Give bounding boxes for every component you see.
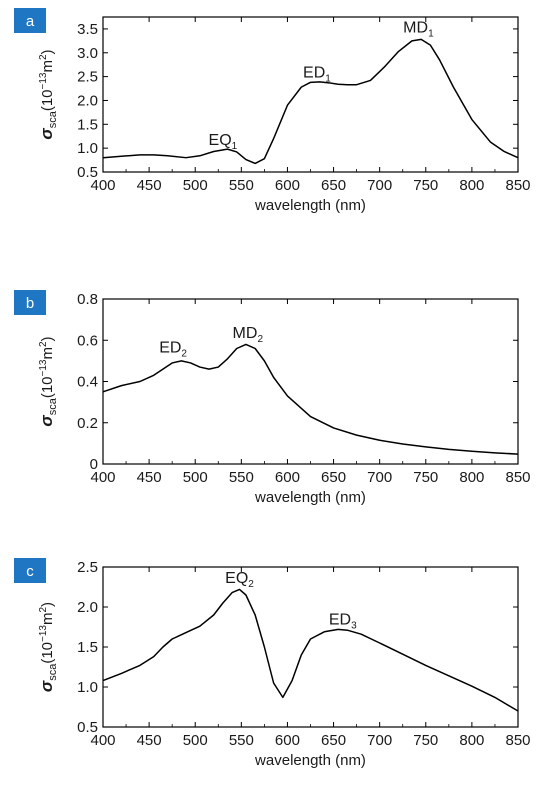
y-axis-label: σsca(10−13m2): [37, 602, 59, 692]
x-tick-label: 650: [321, 177, 346, 194]
series-line-0: [102, 343, 519, 455]
y-axis-label: σsca(10−13m2): [37, 49, 59, 139]
y-tick-label: 1.0: [77, 679, 98, 696]
chart-panel-b: b 400 450 500 550 600 650 700 750 800 850 0 0.2 0.4 0.…: [14, 290, 531, 506]
x-tick-label: 750: [413, 732, 438, 749]
y-tick-label: 0.8: [77, 291, 98, 308]
peak-annotation: MD2: [233, 325, 264, 345]
x-tick-label: 400: [90, 177, 115, 194]
peak-annotation: ED3: [329, 612, 357, 632]
x-tick-label: 450: [137, 177, 162, 194]
y-tick-label: 2.0: [77, 92, 98, 109]
x-tick-label: 800: [459, 469, 484, 486]
y-tick-label: 1.5: [77, 639, 98, 656]
peak-annotation: ED2: [159, 340, 187, 360]
x-tick-label: 550: [229, 732, 254, 749]
x-tick-label: 850: [505, 177, 530, 194]
y-tick-label: 1.5: [77, 116, 98, 133]
plot-frame: [102, 16, 519, 173]
plot-frame: [102, 566, 519, 728]
x-axis-label: wavelength (nm): [254, 197, 366, 214]
y-tick-label: 0.6: [77, 332, 98, 349]
panel-label-box: [14, 8, 46, 33]
series-line-0: [102, 38, 519, 165]
plot-frame: [102, 298, 519, 465]
y-tick-label: 0.2: [77, 415, 98, 432]
panel-label: c: [26, 563, 34, 580]
y-tick-label: 2.5: [77, 69, 98, 86]
series-line-0: [102, 588, 519, 712]
y-tick-label: 0: [90, 456, 98, 473]
peak-annotation: EQ2: [225, 570, 254, 590]
x-tick-label: 800: [459, 732, 484, 749]
x-tick-label: 750: [413, 177, 438, 194]
panel-label: a: [26, 13, 35, 30]
peak-annotation: MD1: [403, 20, 434, 40]
x-tick-label: 850: [505, 732, 530, 749]
panel-label: b: [26, 295, 34, 312]
y-tick-label: 2.0: [77, 599, 98, 616]
x-tick-label: 450: [137, 469, 162, 486]
x-tick-label: 600: [275, 469, 300, 486]
y-tick-label: 2.5: [77, 559, 98, 576]
y-tick-label: 3.5: [77, 21, 98, 38]
x-tick-label: 700: [367, 177, 392, 194]
x-axis-label: wavelength (nm): [254, 752, 366, 769]
y-tick-label: 0.5: [77, 719, 98, 736]
y-tick-label: 0.5: [77, 164, 98, 181]
x-tick-label: 600: [275, 732, 300, 749]
y-tick-label: 3.0: [77, 45, 98, 62]
x-tick-label: 650: [321, 469, 346, 486]
y-tick-label: 1.0: [77, 140, 98, 157]
x-tick-label: 400: [90, 469, 115, 486]
y-tick-label: 0.4: [77, 374, 98, 391]
x-tick-label: 500: [183, 732, 208, 749]
x-tick-label: 750: [413, 469, 438, 486]
panel-label-box: [14, 290, 46, 315]
peak-annotation: EQ1: [209, 132, 238, 152]
x-tick-label: 450: [137, 732, 162, 749]
x-tick-label: 800: [459, 177, 484, 194]
x-tick-label: 500: [183, 469, 208, 486]
chart-panel-a: a 400 450 500 550 600 650 700 750 800 850 0.5 1.0 1.5…: [14, 8, 531, 214]
x-tick-label: 500: [183, 177, 208, 194]
panel-label-box: [14, 558, 46, 583]
y-axis-label: σsca(10−13m2): [37, 336, 59, 426]
x-axis-label: wavelength (nm): [254, 489, 366, 506]
x-tick-label: 650: [321, 732, 346, 749]
x-tick-label: 850: [505, 469, 530, 486]
peak-annotation: ED1: [303, 65, 331, 85]
x-tick-label: 700: [367, 732, 392, 749]
chart-panel-c: c 400 450 500 550 600 650 700 750 800 850 0.5 1.0 1.5…: [14, 558, 531, 769]
x-tick-label: 400: [90, 732, 115, 749]
x-tick-label: 550: [229, 177, 254, 194]
x-tick-label: 700: [367, 469, 392, 486]
x-tick-label: 550: [229, 469, 254, 486]
x-tick-label: 600: [275, 177, 300, 194]
